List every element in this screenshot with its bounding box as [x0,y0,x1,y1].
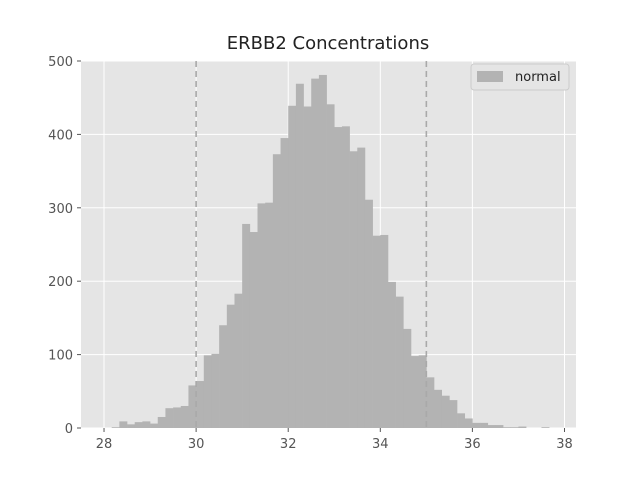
reference-lines [195,61,428,428]
histogram-bar [449,400,458,428]
histogram-bar [418,355,427,428]
histogram-bar [364,199,373,428]
x-tick-label: 36 [464,437,481,452]
histogram-bar [326,104,335,428]
chart-title: ERBB2 Concentrations [227,33,429,54]
histogram-bar [380,234,389,428]
histogram-bar [311,78,320,428]
histogram-bar [495,425,504,428]
y-tick-label: 200 [48,275,73,290]
y-tick-label: 400 [48,128,73,143]
histogram-bar [157,416,166,428]
y-tick-label: 0 [65,422,73,437]
histogram-bar [387,281,396,428]
histogram-bar [203,355,212,428]
histogram-bar [249,232,258,428]
histogram-bar [111,427,120,428]
y-tick-label: 100 [48,349,73,364]
histogram-bar [226,304,235,428]
histogram-bar [119,421,128,428]
legend-box [470,63,570,91]
histogram-bar [134,422,143,428]
histogram-bar [142,421,151,428]
histogram-bar [219,325,228,428]
histogram-bar [341,126,350,429]
histogram-bar [395,296,404,428]
histogram-bar [288,105,297,429]
y-tick-label: 500 [48,55,73,70]
histogram-bar [372,235,381,428]
histogram-bar [234,293,243,428]
legend-label: normal [515,70,561,85]
histogram-bar [188,385,197,428]
histogram-bars [111,74,550,429]
legend: normal [470,63,570,91]
histogram-bar [127,424,136,428]
histogram-bar [411,356,419,428]
histogram-bar [265,202,274,428]
x-tick-label: 32 [280,437,297,452]
histogram-bar [441,395,450,428]
histogram-bar [510,427,519,428]
histogram-bar [472,422,481,428]
histogram-bar [165,408,174,428]
histogram-bar [518,426,527,428]
histogram-bar [180,405,189,428]
x-axis-ticks: 28 30 32 34 36 38 [96,428,573,452]
histogram-bar [150,423,159,428]
histogram-bar [434,389,443,428]
histogram-bar [295,83,304,428]
histogram-bar [403,328,412,428]
histogram-bar [357,147,366,428]
histogram-bar [349,151,358,429]
legend-swatch [477,71,503,82]
histogram-bar [211,353,220,428]
x-tick-label: 30 [188,437,205,452]
x-tick-label: 38 [556,437,573,452]
histogram-bar [303,106,312,429]
histogram-bar [280,138,289,428]
histogram-bar [541,427,550,428]
histogram-bar [318,74,327,429]
histogram-bar [242,223,251,428]
histogram-bar [334,127,343,428]
histogram-bar [457,413,466,428]
histogram-bar [426,377,435,428]
histogram-bar [257,203,266,428]
histogram-bar [272,154,281,428]
x-tick-label: 34 [372,437,389,452]
x-tick-label: 28 [96,437,113,452]
histogram-bar [487,425,496,428]
y-axis-ticks: 0 100 200 300 400 500 [48,55,81,437]
histogram-bar [464,418,473,428]
histogram-bar [196,381,205,428]
y-tick-label: 300 [48,202,73,217]
histogram-bar [173,407,182,428]
histogram-bar [480,422,489,428]
histogram-bar [503,427,512,428]
